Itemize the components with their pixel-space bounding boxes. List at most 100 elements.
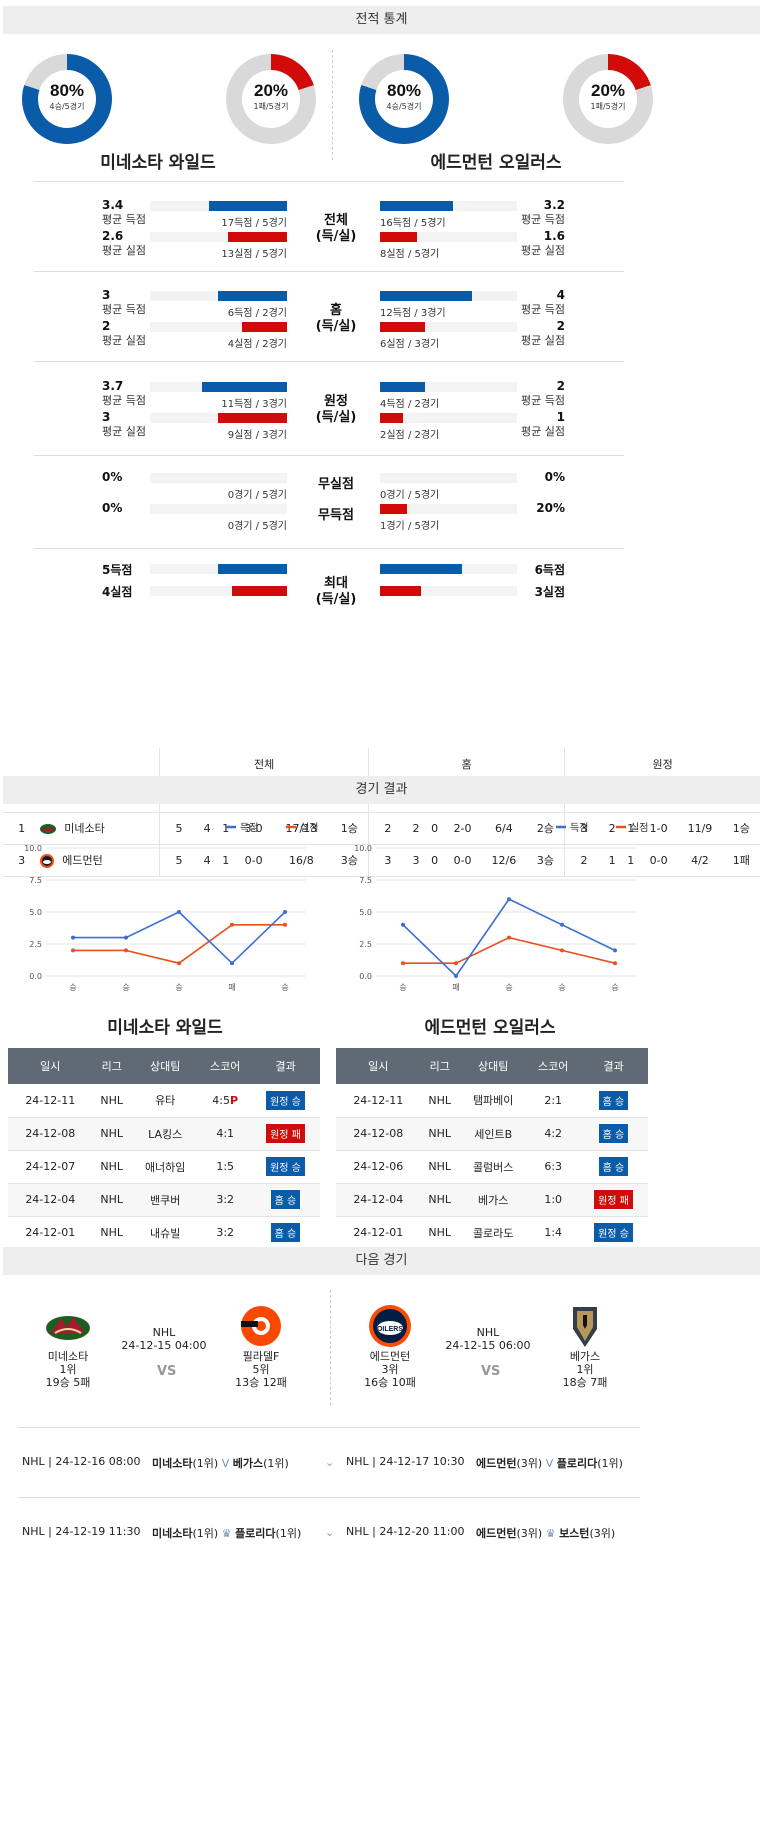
standings-cell: 4 bbox=[197, 844, 217, 877]
schedule-item[interactable]: NHL | 24-12-20 11:00 bbox=[346, 1525, 464, 1538]
result-opponent: 애너하임 bbox=[130, 1150, 200, 1184]
result-league: NHL bbox=[92, 1183, 131, 1217]
schedule-rank: (3위) bbox=[516, 1457, 543, 1470]
legend-label: 득점 bbox=[570, 822, 588, 834]
data-point bbox=[124, 935, 128, 940]
result-badge: 원정 승 bbox=[265, 1156, 306, 1177]
result-cell: 홈 승 bbox=[250, 1216, 320, 1250]
stat-count: 11득점 / 3경기 bbox=[221, 399, 287, 410]
next-team-rank: 1위 bbox=[59, 1363, 77, 1376]
stat-bar-track bbox=[380, 564, 517, 574]
result-cell: 홈 승 bbox=[578, 1117, 648, 1151]
stat-bar bbox=[380, 382, 425, 392]
result-cell: 원정 패 bbox=[578, 1183, 648, 1217]
standings-cell: 17/13 bbox=[272, 812, 331, 845]
stat-bar bbox=[232, 586, 287, 596]
chevron-down-icon: ⌄ bbox=[325, 1526, 335, 1539]
next-team-record: 18승 7패 bbox=[562, 1376, 608, 1389]
stat-value: 3.2 bbox=[543, 198, 565, 212]
stat-value: 3실점 bbox=[534, 585, 565, 599]
stat-value: 6득점 bbox=[534, 563, 565, 577]
results-col-header: 일시 bbox=[8, 1048, 93, 1084]
schedule-team: 미네소타 bbox=[152, 1527, 193, 1540]
standings-cell: 0 bbox=[425, 844, 444, 877]
table-row[interactable]: 24-12-07 NHL 애너하임 1:5 원정 승 bbox=[8, 1150, 320, 1184]
legend-label: 득점 bbox=[240, 822, 258, 834]
divider bbox=[34, 548, 624, 549]
schedule-teams[interactable]: 미네소타(1위) V 베가스(1위) bbox=[152, 1457, 289, 1470]
data-point bbox=[613, 948, 617, 953]
y-tick-label: 0.0 bbox=[29, 972, 42, 981]
schedule-meta: NHL | 24-12-16 08:00 bbox=[22, 1455, 141, 1468]
data-point bbox=[507, 897, 511, 902]
stat-bar-track bbox=[380, 504, 517, 514]
stat-bar-track bbox=[150, 586, 287, 596]
data-point bbox=[401, 961, 405, 966]
stat-bar-track bbox=[150, 382, 287, 392]
stat-value: 0% bbox=[544, 470, 565, 484]
result-cell: 홈 승 bbox=[250, 1183, 320, 1217]
team-name-home: 미네소타 와일드 bbox=[100, 153, 216, 173]
stat-bar-track bbox=[380, 291, 517, 301]
standings-team-cell: 미네소타 bbox=[40, 812, 161, 845]
schedule-teams[interactable]: 에드먼턴(3위) V 플로리다(1위) bbox=[476, 1457, 623, 1470]
table-row[interactable]: 24-12-06 NHL 콜럼버스 6:3 홈 승 bbox=[336, 1150, 648, 1184]
x-tick-label: 승 bbox=[69, 983, 76, 992]
result-score-value: 3:2 bbox=[216, 1226, 235, 1239]
y-tick-label: 5.0 bbox=[29, 908, 42, 917]
standings-cell: 1 bbox=[621, 844, 641, 877]
next-team-name: 미네소타 bbox=[47, 1350, 89, 1363]
table-row[interactable]: 24-12-04 NHL 밴쿠버 3:2 홈 승 bbox=[8, 1183, 320, 1217]
next-team-rank: 5위 bbox=[252, 1363, 270, 1376]
result-league: NHL bbox=[420, 1183, 459, 1217]
table-row[interactable]: 24-12-04 NHL 베가스 1:0 원정 패 bbox=[336, 1183, 648, 1217]
divider bbox=[332, 50, 333, 160]
stat-label: 평균 실점 bbox=[102, 334, 146, 347]
y-tick-label: 7.5 bbox=[359, 876, 372, 885]
standings-cell: 0 bbox=[425, 812, 444, 845]
stat-label: 평균 득점 bbox=[521, 394, 565, 407]
stat-count: 12득점 / 3경기 bbox=[380, 308, 446, 319]
standings-cell: 2 bbox=[602, 812, 622, 845]
standings-cell: 5 bbox=[159, 812, 198, 845]
next-meta-2: NHL 24-12-15 06:00 bbox=[428, 1326, 548, 1352]
data-point bbox=[230, 961, 234, 966]
stat-bar-track bbox=[380, 413, 517, 423]
table-row[interactable]: 24-12-08 NHL 세인트B 4:2 홈 승 bbox=[336, 1117, 648, 1151]
next-team-name: 베가스 bbox=[569, 1350, 601, 1363]
result-cell: 홈 승 bbox=[578, 1084, 648, 1118]
table-row[interactable]: 24-12-01 NHL 콜로라도 1:4 원정 승 bbox=[336, 1216, 648, 1250]
data-point bbox=[507, 935, 511, 940]
stat-bar-track bbox=[150, 473, 287, 483]
schedule-item[interactable]: NHL | 24-12-17 10:30 bbox=[346, 1455, 464, 1468]
schedule-teams[interactable]: 미네소타(1위) ♛ 플로리다(1위) bbox=[152, 1527, 302, 1540]
table-row[interactable]: 24-12-08 NHL LA킹스 4:1 원정 패 bbox=[8, 1117, 320, 1151]
table-row[interactable]: 24-12-11 NHL 유타 4:5P 원정 승 bbox=[8, 1084, 320, 1118]
y-tick-label: 7.5 bbox=[29, 876, 42, 885]
data-point bbox=[283, 922, 287, 927]
data-point bbox=[560, 948, 564, 953]
table-row[interactable]: 24-12-11 NHL 탬파베이 2:1 홈 승 bbox=[336, 1084, 648, 1118]
schedule-teams[interactable]: 에드먼턴(3위) ♛ 보스턴(3위) bbox=[476, 1527, 616, 1540]
next-team-record: 16승 10패 bbox=[364, 1376, 416, 1389]
schedule-meta: NHL | 24-12-17 10:30 bbox=[346, 1455, 465, 1468]
schedule-item[interactable]: NHL | 24-12-16 08:00 bbox=[22, 1455, 140, 1468]
result-score-value: 1:4 bbox=[544, 1226, 563, 1239]
divider bbox=[34, 361, 624, 362]
standings-cell: 1 bbox=[602, 844, 622, 877]
standings-cell: 0-0 bbox=[443, 844, 482, 877]
result-league: NHL bbox=[92, 1117, 131, 1151]
donut-pct: 20% bbox=[253, 81, 289, 100]
stat-category: 홈 (득/실) bbox=[296, 303, 376, 335]
result-league: NHL bbox=[92, 1150, 131, 1184]
standings-cell: 4 bbox=[197, 812, 217, 845]
stat-bar bbox=[380, 201, 453, 211]
schedule-item[interactable]: NHL | 24-12-19 11:30 bbox=[22, 1525, 140, 1538]
stat-count: 1경기 / 5경기 bbox=[380, 521, 440, 532]
table-row[interactable]: 24-12-01 NHL 내슈빌 3:2 홈 승 bbox=[8, 1216, 320, 1250]
next-league: NHL bbox=[152, 1326, 176, 1339]
y-tick-label: 2.5 bbox=[359, 940, 372, 949]
philadelphia-flyers-logo-icon bbox=[241, 1306, 281, 1346]
result-opponent: 베가스 bbox=[458, 1183, 528, 1217]
results-team-away: 에드먼턴 오일러스 bbox=[424, 1018, 556, 1038]
